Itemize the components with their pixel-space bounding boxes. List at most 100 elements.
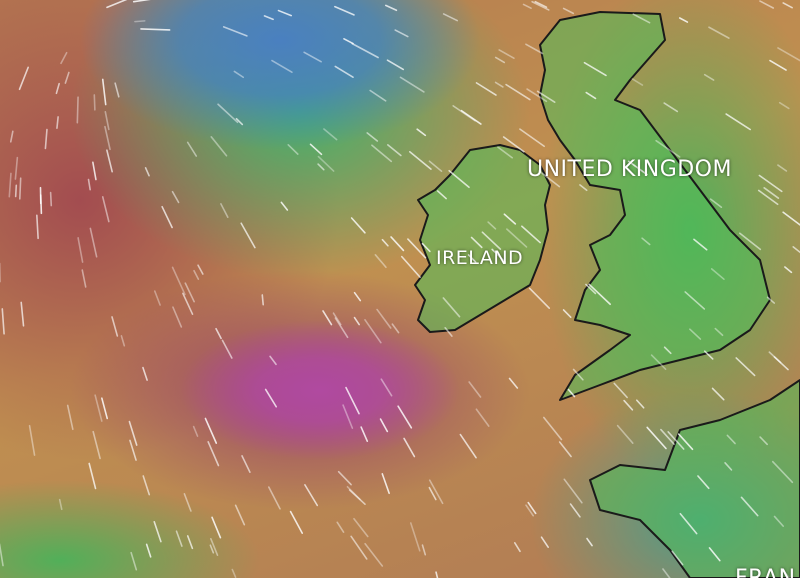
wind-particle: [210, 136, 228, 157]
wind-particle: [407, 238, 427, 259]
wind-particle: [129, 439, 137, 461]
wind-particle: [442, 13, 459, 22]
wind-particle: [114, 82, 120, 98]
wind-particle: [773, 356, 789, 371]
wind-particle: [684, 291, 706, 310]
wind-particle: [204, 417, 218, 444]
wind-particle: [588, 283, 611, 306]
wind-particle: [726, 434, 736, 445]
wind-particle: [337, 470, 352, 486]
wind-particle: [309, 143, 323, 156]
wind-particle: [660, 428, 675, 445]
wind-particle: [140, 28, 171, 31]
wind-particle: [175, 530, 183, 547]
wind-particle: [186, 535, 194, 550]
wind-particle: [416, 128, 427, 137]
wind-particle: [92, 161, 97, 181]
wind-particle: [192, 425, 199, 437]
wind-particle: [376, 308, 392, 329]
wind-particle: [394, 29, 409, 38]
wind-particle: [263, 15, 274, 21]
wind-particle: [348, 489, 366, 505]
wind-particle: [351, 42, 379, 59]
wind-particle: [428, 160, 443, 172]
wind-particle: [534, 0, 548, 8]
wind-particle: [343, 38, 354, 45]
wind-particle: [342, 404, 354, 429]
wind-particle: [677, 433, 694, 451]
wind-particle: [18, 177, 22, 200]
wind-particle: [94, 394, 103, 422]
wind-particle: [435, 571, 439, 578]
wind-particle: [497, 146, 513, 159]
wind-particle: [101, 196, 110, 223]
wind-particle: [280, 201, 289, 211]
wind-particle: [350, 217, 366, 234]
wind-particle: [353, 291, 362, 302]
wind-particle: [317, 155, 335, 172]
wind-particle: [562, 7, 575, 15]
wind-particle: [569, 503, 581, 518]
wind-particle: [525, 43, 544, 55]
wind-particle: [104, 125, 111, 151]
wind-particle: [708, 26, 730, 39]
wind-particle: [579, 184, 588, 192]
wind-particle: [421, 544, 427, 556]
wind-particle: [585, 283, 597, 295]
wind-particle: [20, 301, 25, 327]
wind-particle: [14, 156, 19, 180]
wind-particle: [641, 237, 651, 246]
wind-particle: [9, 130, 14, 143]
wind-particle: [323, 128, 338, 141]
wind-particle: [101, 397, 109, 420]
wind-particle: [277, 9, 293, 17]
wind-particle: [391, 323, 400, 334]
wind-particle: [448, 169, 470, 189]
wind-particle: [209, 544, 215, 554]
wind-particle: [142, 366, 148, 381]
wind-particle: [503, 213, 517, 225]
wind-particle: [505, 83, 531, 101]
wind-particle: [111, 316, 119, 337]
wind-particle: [182, 292, 194, 315]
wind-particle: [679, 512, 698, 535]
wind-particle: [498, 49, 515, 60]
wind-particle: [494, 56, 506, 64]
wind-particle: [697, 475, 710, 490]
wind-particle: [104, 111, 110, 131]
wind-particle: [271, 59, 293, 74]
wind-particle: [522, 3, 532, 9]
wind-particle: [508, 377, 519, 389]
wind-particle: [583, 61, 607, 77]
wind-particle: [538, 170, 561, 188]
wind-particle: [381, 238, 389, 247]
wind-particle: [662, 568, 671, 578]
wind-particle: [519, 128, 545, 148]
wind-particle: [87, 178, 91, 191]
wind-particle: [334, 5, 355, 16]
wind-particle: [231, 568, 237, 578]
wind-particle: [773, 515, 784, 527]
wind-particle: [678, 17, 689, 23]
wind-particle: [711, 387, 725, 401]
wind-particle: [693, 238, 708, 251]
wind-particle: [710, 268, 725, 280]
wind-particle: [408, 150, 432, 170]
wind-particle: [89, 227, 98, 258]
wind-particle: [92, 430, 101, 460]
wind-particle: [317, 163, 325, 171]
wind-particle: [303, 51, 322, 63]
wind-particle: [287, 144, 299, 155]
wind-particle: [132, 0, 151, 3]
wind-particle: [18, 66, 29, 91]
wind-particle: [663, 346, 672, 355]
wind-particle: [14, 184, 18, 198]
wind-particle: [193, 269, 200, 280]
wind-particle: [142, 475, 151, 496]
wind-particle: [494, 81, 504, 88]
wind-particle: [334, 317, 349, 339]
wind-particle: [585, 91, 597, 100]
wind-particle: [130, 551, 138, 571]
wind-particle: [60, 51, 68, 65]
